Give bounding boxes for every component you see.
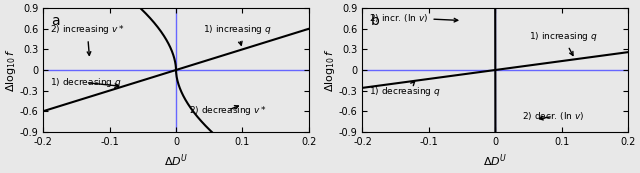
Text: 2) increasing $v*$: 2) increasing $v*$ xyxy=(50,23,125,55)
Text: 2) decr. (ln $v$): 2) decr. (ln $v$) xyxy=(522,110,584,122)
X-axis label: $\Delta D^U$: $\Delta D^U$ xyxy=(483,152,508,169)
Text: a: a xyxy=(51,14,60,28)
Text: 2) incr. (ln $v$): 2) incr. (ln $v$) xyxy=(369,12,458,24)
Text: b: b xyxy=(371,14,380,28)
Text: 2) decreasing $v*$: 2) decreasing $v*$ xyxy=(189,104,267,117)
Y-axis label: $\Delta\log_{10}f$: $\Delta\log_{10}f$ xyxy=(323,48,337,92)
Text: 1) increasing $q$: 1) increasing $q$ xyxy=(529,30,597,56)
Text: 1) decreasing $q$: 1) decreasing $q$ xyxy=(50,76,122,89)
Text: 1) increasing $q$: 1) increasing $q$ xyxy=(203,23,271,45)
Text: 1) decreasing $q$: 1) decreasing $q$ xyxy=(369,82,441,98)
X-axis label: $\Delta D^U$: $\Delta D^U$ xyxy=(164,152,188,169)
Y-axis label: $\Delta\log_{10}f$: $\Delta\log_{10}f$ xyxy=(4,48,18,92)
